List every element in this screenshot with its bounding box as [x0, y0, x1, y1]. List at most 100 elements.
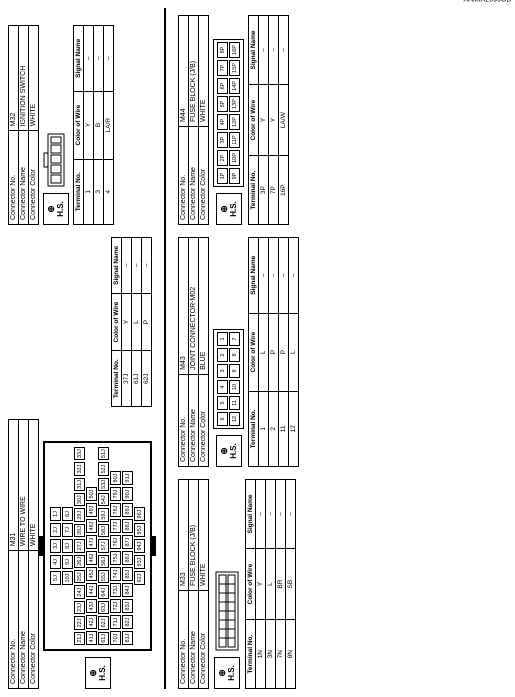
connector-block-m33: Connector No.M33 Connector NameFUSE BLOC…	[178, 479, 299, 689]
hs-label: H.S.	[229, 201, 238, 217]
td: L	[132, 293, 142, 351]
pin-cell: 78J	[110, 503, 121, 517]
td: Y	[256, 548, 266, 619]
td: B	[94, 91, 104, 159]
cell: Connector No.	[179, 126, 189, 224]
pin-cell: 4	[217, 380, 228, 394]
pin-cell: 2	[217, 348, 228, 362]
pin-cell: 75J	[110, 551, 121, 565]
td: LA/W	[279, 84, 289, 155]
pin-cell: 90J	[122, 487, 133, 501]
pin-cell: 8J	[62, 539, 73, 553]
pin-cell: 16P	[229, 42, 240, 58]
hs-box: ⊕H.S. 1P2P3P4P5P6P7P8P 9P10P11P12P13P14P…	[213, 15, 244, 225]
th: Signal Name	[246, 480, 256, 549]
pin-cell: 7	[229, 332, 240, 346]
pin-cell: 59J	[98, 508, 109, 521]
pin-cell: 57J	[98, 539, 109, 552]
reference-code: AAMIA2096GB	[464, 0, 511, 4]
pin-cell: 88J	[122, 519, 133, 533]
pin-cell: 5J	[50, 571, 61, 585]
pin-cell: 58J	[98, 524, 109, 537]
pin-table-m31: Terminal No.Color of WireSignal Name 37J…	[8, 237, 152, 407]
pin-cell: 25J	[74, 570, 85, 583]
cell: BLUE	[199, 238, 209, 375]
cell: WHITE	[199, 480, 209, 591]
td: 1	[259, 391, 269, 466]
cell: M44	[179, 16, 189, 127]
pin-cell: 50J	[86, 487, 97, 501]
pin-cell: 56J	[98, 555, 109, 568]
connector-face-svg	[43, 133, 69, 187]
td: 2	[269, 391, 279, 466]
pin-cell: 84J	[122, 583, 133, 597]
cell: Connector Name	[189, 590, 199, 688]
pin-cell: 45J	[86, 567, 97, 581]
pin-cell: 63J	[98, 601, 109, 614]
td: –	[266, 480, 276, 549]
pin-cell: 24J	[74, 585, 85, 598]
cell: Connector Color	[29, 131, 39, 225]
td: –	[276, 480, 286, 549]
cell: M43	[179, 238, 189, 375]
pin-cell: 2J	[50, 523, 61, 537]
pin-cell: 5P	[217, 96, 228, 112]
td: 3N	[266, 620, 276, 689]
pin-cell: 81J	[122, 631, 133, 645]
pin-cell: 91J	[122, 471, 133, 485]
pin-cell: 22J	[74, 616, 85, 629]
th: Color of Wire	[112, 293, 122, 351]
cell: FUSE BLOCK (J/B)	[189, 480, 199, 591]
td: –	[259, 238, 269, 314]
cell: WHITE	[199, 16, 209, 127]
hs-label: H.S.	[98, 665, 107, 681]
td: –	[142, 238, 152, 294]
pin-cell: 8	[229, 348, 240, 362]
pin-cell: 11P	[229, 132, 240, 148]
hs-label: H.S.	[56, 201, 65, 217]
pin-cell: 52J	[98, 462, 109, 475]
th: Color of Wire	[249, 313, 259, 391]
td: Y	[259, 84, 269, 155]
pin-cell: 10	[229, 380, 240, 394]
pin-cell: 80J	[110, 471, 121, 485]
cell: Connector Color	[199, 126, 209, 224]
pin-cell: 86J	[122, 551, 133, 565]
td: BR	[276, 548, 286, 619]
cell: Connector Name	[19, 551, 29, 689]
cell: M31	[9, 420, 19, 551]
th: Signal Name	[249, 16, 259, 85]
pin-cell: 33J	[74, 447, 85, 460]
cell: IGNITION SWITCH	[19, 26, 29, 131]
cell: Connector No.	[9, 551, 19, 689]
pin-cell: 1J	[50, 507, 61, 521]
pin-cell: 74J	[110, 567, 121, 581]
pin-cell: 31J	[74, 478, 85, 491]
pin-cell: 53J	[98, 478, 109, 491]
pin-cell: 76J	[110, 535, 121, 549]
pin-cell: 85J	[122, 567, 133, 581]
cell: Connector Color	[29, 551, 39, 689]
hs-icon: ⊕H.S.	[43, 193, 69, 225]
hs-box: ⊕H.S. 654321 121110987	[213, 237, 244, 467]
info-table: Connector No.M44 Connector NameFUSE BLOC…	[178, 15, 209, 225]
info-table: Connector No.M32 Connector NameIGNITION …	[8, 25, 39, 225]
pin-cell: 87J	[122, 535, 133, 549]
divider	[164, 8, 166, 689]
td: –	[289, 238, 299, 314]
td: –	[259, 16, 269, 85]
td: 1N	[256, 620, 266, 689]
th: Signal Name	[112, 238, 122, 294]
hs-box: ⊕H.S. 5J4J3J2J1J10J9J8J7J6J21J22J23J24J2…	[43, 419, 152, 689]
td: 3	[94, 159, 104, 224]
td: L	[289, 313, 299, 391]
pin-cell: 82J	[122, 615, 133, 629]
hs-icon: ⊕H.S.	[216, 435, 242, 467]
connector-face-m43: 654321 121110987	[213, 329, 244, 429]
pin-cell: 6	[217, 412, 228, 426]
td: Y	[84, 91, 94, 159]
pin-cell: 3	[217, 364, 228, 378]
th: Color of Wire	[249, 84, 259, 155]
th: Terminal No.	[249, 391, 259, 466]
pinout-table: Terminal No.Color of WireSignal Name 1NY…	[245, 479, 296, 689]
